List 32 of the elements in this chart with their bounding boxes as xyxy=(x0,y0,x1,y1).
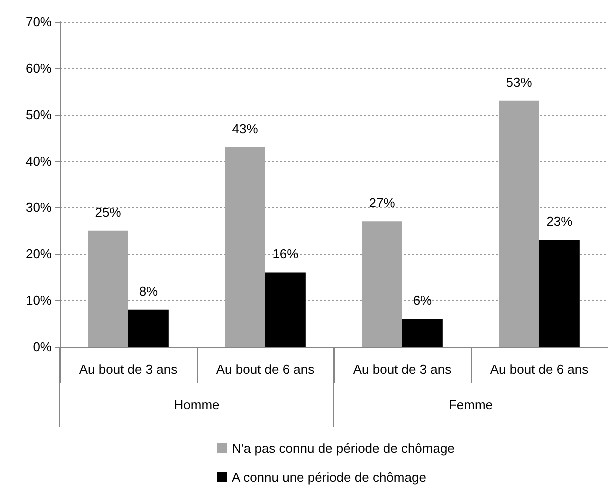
bar xyxy=(88,230,128,347)
y-tick-label: 40% xyxy=(26,154,52,169)
y-tick-label: 30% xyxy=(26,200,52,216)
legend-label: N'a pas connu de période de chômage xyxy=(232,441,455,456)
data-label: 23% xyxy=(546,214,574,230)
data-label: 27% xyxy=(369,196,396,211)
bar xyxy=(540,240,580,347)
x-tick-label: Au bout de 3 ans xyxy=(353,362,452,377)
y-tick-label: 0% xyxy=(33,340,52,354)
y-tick-label: 70% xyxy=(26,14,52,30)
bar xyxy=(128,310,169,347)
data-label: 8% xyxy=(139,284,159,299)
bar xyxy=(266,272,306,347)
x-tick-label: Au bout de 6 ans xyxy=(490,362,590,377)
bar xyxy=(402,319,443,347)
bar xyxy=(362,222,402,347)
data-label: 6% xyxy=(413,293,433,308)
text: Femme xyxy=(448,398,494,412)
bar xyxy=(499,100,540,347)
x-tick-label: Au bout de 6 ans xyxy=(216,362,316,377)
data-label: 16% xyxy=(272,246,300,262)
y-tick-label: 50% xyxy=(26,107,52,122)
data-label: 25% xyxy=(95,204,122,220)
y-tick-label: 20% xyxy=(26,246,52,262)
y-tick-label: 60% xyxy=(26,60,52,76)
data-label: 43% xyxy=(232,121,259,136)
legend-label: A connu une période de chômage xyxy=(232,470,426,485)
x-tick-label: Au bout de 3 ans xyxy=(79,362,178,377)
data-label: 53% xyxy=(506,74,533,90)
bar xyxy=(225,147,266,347)
y-tick-label: 10% xyxy=(26,293,52,308)
text: Homme xyxy=(174,398,220,412)
